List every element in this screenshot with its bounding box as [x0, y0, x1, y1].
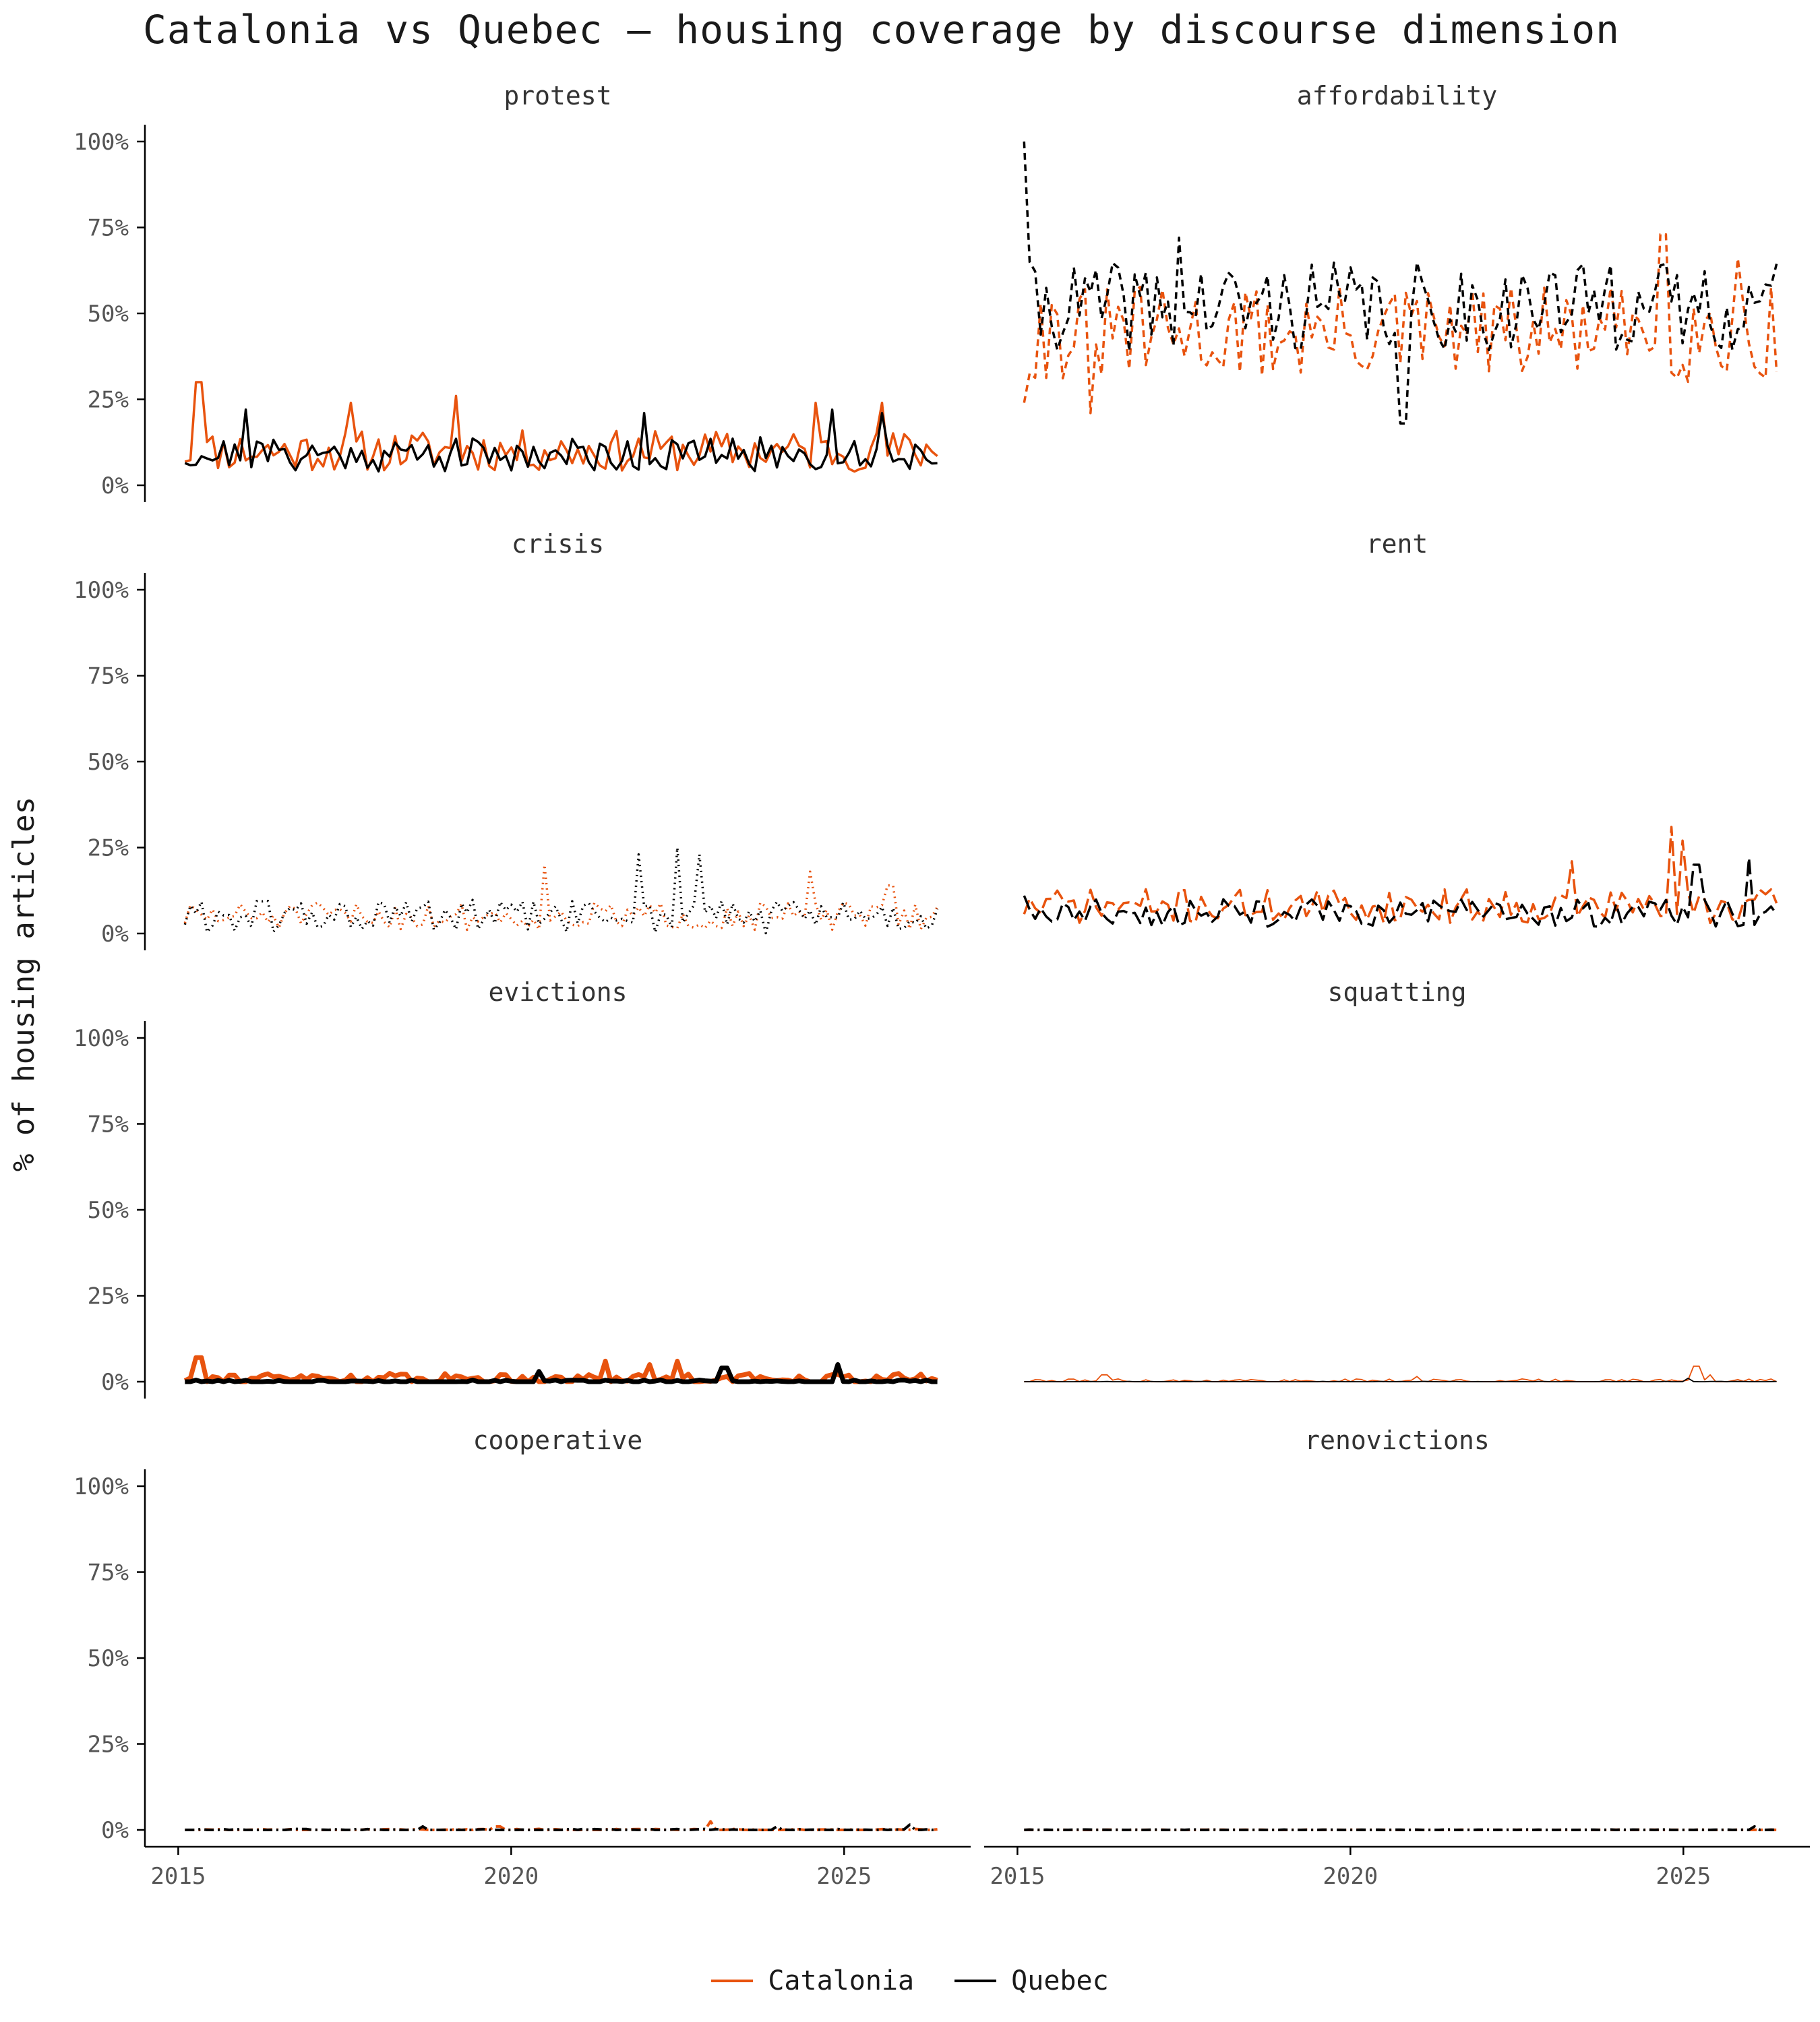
- legend-item-quebec: Quebec: [954, 1965, 1109, 1996]
- series-line-quebec-cooperative: [185, 1823, 938, 1831]
- series-line-quebec-evictions: [185, 1362, 938, 1384]
- y-tick-label: 25%: [88, 835, 129, 862]
- series-line-quebec-squatting: [1024, 1378, 1777, 1382]
- legend-swatch-catalonia: [711, 1980, 754, 1982]
- series-line-quebec-crisis: [183, 846, 939, 935]
- panel-crisis: crisis 0% 25% 50% 75% 100%: [73, 529, 939, 950]
- series-line-catalonia-protest: [184, 381, 938, 473]
- y-tick-label: 75%: [88, 663, 129, 690]
- series-line-catalonia-rent: [1023, 826, 1778, 925]
- panel-label: protest: [504, 81, 611, 111]
- series-line-quebec-affordability: [1023, 141, 1778, 425]
- y-tick-label: 25%: [88, 1283, 129, 1310]
- y-tick-label: 50%: [88, 1197, 129, 1224]
- legend: Catalonia Quebec: [0, 1958, 1820, 1996]
- x-tick-label: 2020: [483, 1863, 539, 1890]
- panel-label: evictions: [489, 977, 628, 1007]
- y-tick-label: 50%: [88, 301, 129, 328]
- panel-evictions: evictions 0% 25% 50% 75% 100%: [73, 977, 938, 1399]
- panel-renovictions: renovictions 2015 2020 2025: [984, 1426, 1810, 1890]
- y-tick-label: 75%: [88, 1111, 129, 1138]
- series-line-catalonia-affordability: [1023, 233, 1778, 415]
- panel-cooperative: cooperative 0% 25% 50% 75% 100% 2015 2020 2025: [73, 1426, 971, 1890]
- legend-item-catalonia: Catalonia: [711, 1965, 914, 1996]
- y-tick-label: 75%: [88, 1560, 129, 1587]
- x-tick-label: 2015: [990, 1863, 1045, 1890]
- panel-label: affordability: [1297, 81, 1497, 111]
- series-line-quebec-rent: [1023, 857, 1778, 928]
- panel-affordability: affordability: [1023, 81, 1778, 425]
- y-tick-label: 50%: [88, 749, 129, 776]
- y-tick-label: 25%: [88, 1732, 129, 1758]
- panel-label: cooperative: [473, 1426, 643, 1455]
- panel-label: crisis: [512, 529, 604, 559]
- panel-protest: protest 0% 25% 50% 75% 100%: [73, 81, 938, 502]
- y-tick-label: 75%: [88, 215, 129, 242]
- panel-rent: rent: [1023, 529, 1778, 928]
- y-tick-label: 100%: [73, 1473, 129, 1500]
- y-tick-label: 100%: [73, 129, 129, 156]
- x-tick-label: 2020: [1323, 1863, 1378, 1890]
- y-tick-label: 100%: [73, 577, 129, 604]
- y-tick-label: 0%: [101, 1817, 129, 1844]
- x-tick-label: 2025: [816, 1863, 872, 1890]
- legend-swatch-quebec: [954, 1980, 997, 1982]
- legend-label-catalonia: Catalonia: [768, 1965, 915, 1996]
- y-tick-label: 50%: [88, 1645, 129, 1672]
- series-line-catalonia-evictions: [183, 1355, 938, 1384]
- panel-label: rent: [1366, 529, 1428, 559]
- panel-squatting: squatting: [1024, 977, 1777, 1382]
- panel-label: squatting: [1328, 977, 1467, 1007]
- series-line-catalonia-crisis: [183, 863, 939, 931]
- y-tick-label: 0%: [101, 1369, 129, 1396]
- x-tick-label: 2015: [150, 1863, 206, 1890]
- series-line-quebec-renovictions: [1024, 1825, 1777, 1831]
- x-tick-label: 2025: [1656, 1863, 1711, 1890]
- y-tick-label: 25%: [88, 387, 129, 414]
- series-line-quebec-protest: [184, 408, 938, 473]
- panel-label: renovictions: [1304, 1426, 1490, 1455]
- y-tick-label: 100%: [73, 1025, 129, 1052]
- y-tick-label: 0%: [101, 472, 129, 499]
- chart-title: Catalonia vs Quebec — housing coverage b…: [143, 7, 1620, 53]
- y-tick-label: 0%: [101, 921, 129, 948]
- series-line-catalonia-squatting: [1024, 1366, 1777, 1382]
- plot-area: protest 0% 25% 50% 75% 100% affordability crisi…: [73, 81, 1810, 1890]
- legend-label-quebec: Quebec: [1011, 1965, 1109, 1996]
